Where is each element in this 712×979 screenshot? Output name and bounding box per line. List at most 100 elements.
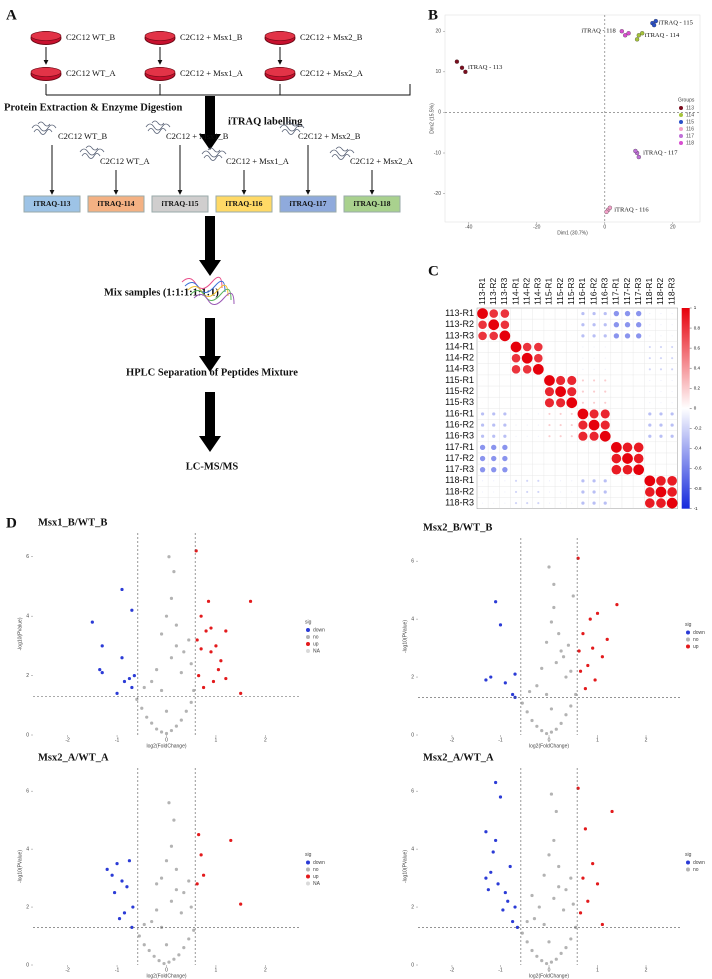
corr-cell — [503, 423, 507, 427]
volcano-point — [554, 957, 558, 961]
volcano-point — [115, 862, 119, 866]
corr-cell — [599, 430, 611, 442]
corr-cell — [560, 335, 561, 337]
corr-cell — [667, 476, 677, 486]
corr-cell — [592, 323, 596, 327]
x-tick-label: 0 — [165, 967, 168, 973]
y-axis-label: -log10(PValue) — [17, 850, 23, 883]
y-tick-label: 6 — [26, 789, 29, 795]
col-label: 117-R1 — [611, 277, 621, 305]
corr-cell — [649, 335, 651, 337]
volcano-point — [506, 899, 510, 903]
legend-label: 114 — [686, 112, 694, 118]
legend-label: 118 — [686, 140, 694, 146]
row-label: 115-R1 — [445, 375, 474, 385]
corr-cell — [589, 431, 599, 441]
volcano-point — [559, 649, 563, 653]
colorbar-label: 0 — [694, 406, 697, 411]
volcano-point — [216, 668, 221, 672]
col-label: 117-R3 — [633, 277, 643, 305]
pca-point — [651, 22, 657, 28]
corr-cell — [503, 434, 507, 438]
volcano-point — [508, 864, 512, 869]
volcano-point — [530, 948, 534, 953]
x-tick-label: -1 — [498, 737, 503, 743]
corr-cell — [480, 412, 485, 416]
corr-cell — [537, 490, 540, 494]
corr-cell — [559, 412, 562, 415]
volcano-point — [169, 596, 174, 600]
row-label: 113-R1 — [445, 308, 474, 318]
volcano-point — [501, 908, 505, 912]
col-label: 113-R3 — [499, 277, 509, 305]
corr-cell — [534, 342, 543, 352]
col-label: 114-R2 — [521, 277, 531, 305]
corr-cell — [504, 391, 506, 392]
corr-cell — [581, 479, 585, 483]
corr-cell — [581, 323, 585, 327]
itraq-tag-label: iTRAQ-114 — [97, 199, 134, 208]
corr-cell — [503, 412, 507, 416]
corr-cell — [592, 501, 596, 505]
volcano-point — [132, 673, 136, 678]
volcano-point — [239, 902, 243, 906]
volcano-point — [224, 676, 228, 681]
corr-cell — [556, 375, 566, 386]
itraq-tag-label: iTRAQ-113 — [33, 199, 70, 208]
corr-cell — [521, 352, 533, 364]
corr-cell — [504, 402, 506, 404]
x-tick-label: 2 — [645, 737, 648, 743]
row-label: 116-R1 — [445, 408, 474, 418]
corr-cell — [611, 464, 622, 475]
dish-label: C2C12 WT_A — [66, 68, 117, 78]
volcano-point — [577, 649, 581, 653]
corr-cell — [671, 391, 673, 393]
peptide-mix — [187, 284, 229, 297]
legend-swatch — [686, 860, 690, 865]
volcano-point — [544, 692, 549, 697]
volcano-point — [120, 656, 124, 660]
corr-cell — [482, 480, 484, 482]
volcano-point — [187, 937, 191, 941]
corr-cell — [544, 398, 555, 408]
dish-rim — [264, 31, 296, 41]
volcano-point — [494, 600, 498, 604]
x-tick-label: 0 — [165, 737, 168, 743]
corr-cell — [491, 455, 497, 462]
x-tick-label: 2 — [645, 967, 648, 973]
plot-title: Msx2_B/WT_B — [423, 522, 492, 533]
volcano-point — [559, 721, 563, 726]
corr-cell — [613, 322, 620, 328]
volcano-point — [142, 685, 146, 690]
corr-cell — [592, 334, 596, 338]
legend-label: up — [313, 874, 319, 880]
corr-cell — [492, 423, 496, 427]
volcano-point — [544, 961, 549, 966]
volcano-point — [547, 853, 551, 857]
corr-cell — [649, 313, 651, 315]
volcano-point — [527, 689, 532, 694]
corr-cell — [593, 357, 595, 359]
corr-cell — [624, 310, 631, 317]
volcano-point — [559, 951, 563, 956]
volcano-point — [600, 922, 604, 927]
volcano-point — [554, 809, 558, 814]
volcano-point — [583, 687, 587, 691]
corr-cell — [577, 408, 589, 420]
volcano-point — [159, 876, 164, 880]
corr-cell — [659, 434, 663, 438]
plot-title: Msx2_A/WT_A — [423, 752, 494, 763]
corr-cell — [671, 313, 673, 315]
sample-label: C2C12 WT_B — [58, 131, 108, 141]
colorbar-label: 0.2 — [694, 385, 701, 390]
corr-cell — [593, 401, 596, 404]
colorbar-label: -0.8 — [694, 486, 702, 491]
legend-swatch — [679, 120, 683, 124]
volcano-point — [530, 718, 534, 723]
corr-cell — [478, 331, 487, 341]
volcano-point — [239, 691, 243, 696]
corr-cell — [592, 479, 596, 483]
row-label: 117-R3 — [445, 464, 474, 474]
volcano-point — [610, 809, 614, 814]
volcano-point — [142, 922, 146, 927]
